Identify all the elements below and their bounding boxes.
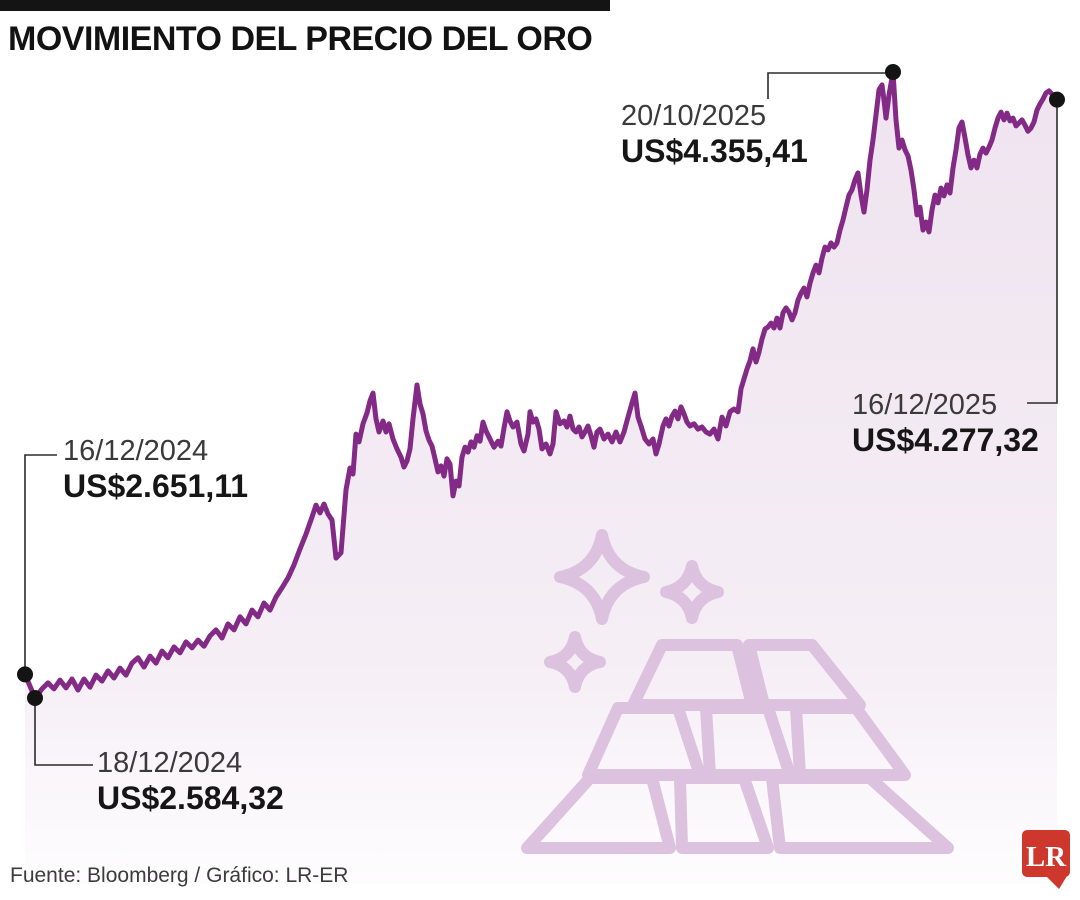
data-point-dots bbox=[17, 64, 1065, 706]
annotation-18-12-2024: 18/12/2024 US$2.584,32 bbox=[97, 747, 284, 817]
data-point-dot bbox=[1049, 91, 1065, 108]
sparkle-icon bbox=[660, 560, 724, 624]
callout-line-16-12-2024 bbox=[24, 454, 57, 672]
annotation-16-12-2024: 16/12/2024 US$2.651,11 bbox=[63, 435, 249, 505]
annotation-date: 18/12/2024 bbox=[97, 747, 243, 779]
annotation-price: US$4.277,32 bbox=[852, 422, 1039, 459]
area-fill bbox=[25, 72, 1057, 884]
sparkle-icon bbox=[554, 529, 650, 625]
annotation-16-12-2025: 16/12/2025 US$4.277,32 bbox=[852, 389, 1039, 459]
lr-logo: LR bbox=[1022, 830, 1070, 889]
gold-bars-icon bbox=[521, 529, 954, 854]
annotation-price: US$2.584,32 bbox=[97, 780, 284, 817]
callout-lines bbox=[24, 72, 1058, 766]
annotation-date: 16/12/2024 bbox=[63, 435, 209, 467]
annotation-date: 16/12/2025 bbox=[852, 389, 998, 421]
annotation-20-10-2025: 20/10/2025 US$4.355,41 bbox=[621, 100, 808, 170]
speech-bubble bbox=[1022, 830, 1070, 877]
source-credit: Fuente: Bloomberg / Gráfico: LR-ER bbox=[10, 864, 349, 887]
annotation-date: 20/10/2025 bbox=[621, 100, 767, 132]
callout-line-20-10-2025 bbox=[767, 72, 893, 99]
page-title: MOVIMIENTO DEL PRECIO DEL ORO bbox=[8, 20, 593, 58]
annotation-price: US$4.355,41 bbox=[621, 133, 808, 170]
callout-line-16-12-2025 bbox=[1027, 100, 1058, 404]
lr-logo-text: LR bbox=[1026, 841, 1067, 873]
price-line bbox=[22, 69, 1060, 701]
callout-line-18-12-2024 bbox=[34, 698, 93, 766]
annotation-price: US$2.651,11 bbox=[63, 468, 249, 505]
data-point-dot bbox=[885, 64, 901, 80]
top-accent-bar bbox=[0, 0, 610, 11]
data-point-dot bbox=[17, 666, 33, 683]
speech-bubble-tail bbox=[1045, 871, 1070, 889]
sparkle-icon bbox=[544, 631, 606, 693]
data-point-dot bbox=[27, 690, 43, 706]
